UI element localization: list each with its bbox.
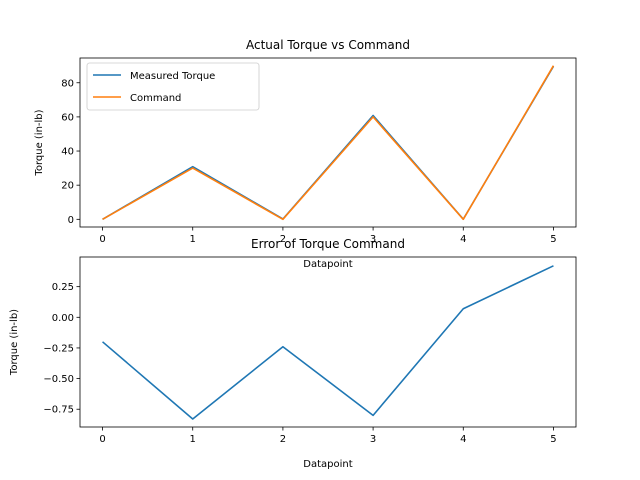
legend-label: Measured Torque [130,71,215,82]
y-tick-label: 20 [61,181,74,192]
y-axis-label: Torque (in-lb) [9,309,20,376]
plot-frame [79,57,577,228]
y-tick-label: 80 [61,78,74,89]
x-tick-label: 0 [99,234,105,245]
y-tick-label: 0.00 [52,313,74,324]
x-tick-label: 5 [550,234,556,245]
x-tick-label: 1 [190,434,196,445]
series-line-command [102,65,555,221]
y-tick-label: −0.75 [43,405,74,416]
x-tick-label: 3 [370,234,376,245]
y-tick-label: −0.25 [43,343,74,354]
y-axis-label: Torque (in-lb) [34,109,45,176]
series-line-error [102,265,554,420]
x-tick-label: 0 [99,434,105,445]
x-tick-label: 2 [280,234,286,245]
legend-label: Command [130,93,181,104]
legend: Measured Torque Command [86,62,260,111]
chart-title: Actual Torque vs Command [246,38,410,52]
x-tick-label: 3 [370,434,376,445]
chart-title: Error of Torque Command [251,237,405,251]
subplot-2: 0 1 2 3 4 5 −0.75 −0.50 −0.25 0.00 0.25 [43,256,577,445]
y-tick-label: 0.25 [52,282,74,293]
x-tick-label: 1 [190,234,196,245]
x-tick-label: 4 [460,234,466,245]
y-tick-label: −0.50 [43,374,74,385]
y-tick-label: 60 [61,112,74,123]
subplot-1: 0 1 2 3 4 5 0 20 40 60 80 Measured Torque Command [61,57,577,245]
y-tick-label: 0 [68,215,74,226]
x-tick-label: 2 [280,434,286,445]
x-tick-label: 4 [460,434,466,445]
x-axis-label: Datapoint [303,259,352,270]
legend-box [86,62,260,111]
plot-frame [79,256,577,428]
x-axis-label: Datapoint [303,459,352,470]
y-tick-label: 40 [61,147,74,158]
x-tick-label: 5 [550,434,556,445]
